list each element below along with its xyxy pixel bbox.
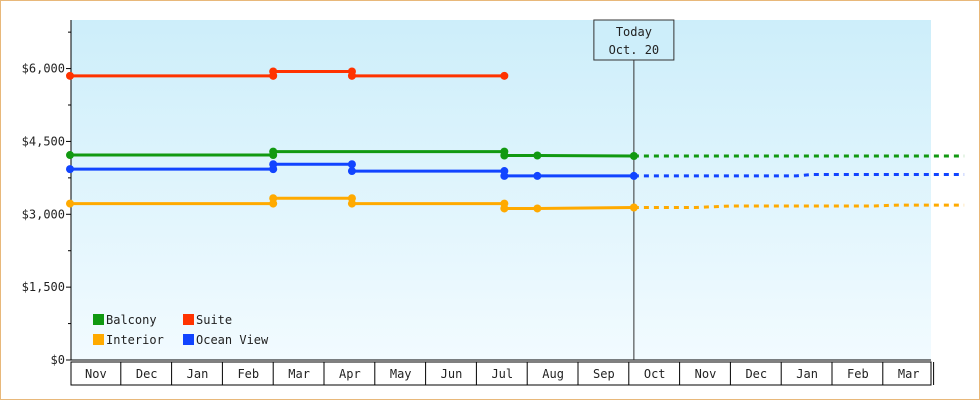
data-point-suite: [347, 71, 356, 80]
data-point-balcony: [533, 151, 542, 160]
y-tick-label: $1,500: [22, 280, 65, 294]
today-label: Today: [616, 25, 652, 39]
x-tick-label: Oct: [644, 367, 666, 381]
x-tick-label: Nov: [85, 367, 107, 381]
x-tick-label: Dec: [745, 367, 767, 381]
today-date: Oct. 20: [609, 43, 660, 57]
data-point-balcony: [500, 151, 509, 160]
legend-swatch-ocean-view: [183, 334, 194, 345]
x-tick-label: Feb: [237, 367, 259, 381]
data-point-ocean-view: [269, 160, 278, 169]
legend-swatch-suite: [183, 314, 194, 325]
series-layer: [66, 67, 965, 213]
y-tick-label: $3,000: [22, 207, 65, 221]
legend-label-balcony: Balcony: [106, 313, 157, 327]
data-point-ocean-view: [347, 160, 356, 169]
data-point-interior: [629, 203, 638, 212]
today-box: [593, 19, 675, 61]
series-line-suite: [70, 70, 505, 78]
data-point-balcony: [269, 147, 278, 156]
x-tick-label: Jan: [796, 367, 818, 381]
data-point-ocean-view: [500, 171, 509, 180]
x-tick-label: Mar: [288, 367, 310, 381]
x-tick-label: Feb: [847, 367, 869, 381]
data-point-interior: [269, 194, 278, 203]
x-tick-label: Jan: [187, 367, 209, 381]
data-point-suite: [66, 71, 74, 80]
y-tick-label: $6,000: [22, 62, 65, 76]
data-point-suite: [269, 67, 278, 76]
x-tick-label: Sep: [593, 367, 615, 381]
data-point-suite: [500, 71, 509, 80]
x-tick-label: Jun: [441, 367, 463, 381]
legend-label-interior: Interior: [106, 333, 164, 347]
series-ocean-view: [66, 160, 965, 180]
series-interior: [66, 194, 965, 213]
legend-swatch-balcony: [93, 314, 104, 325]
y-axis: $0 $1,500 $3,000 $4,500 $6,000: [22, 20, 72, 367]
series-suite: [66, 67, 509, 80]
data-point-interior: [347, 199, 356, 208]
data-point-balcony: [629, 152, 638, 160]
x-tick-label: May: [390, 367, 412, 381]
data-point-ocean-view: [66, 165, 74, 174]
x-tick-label: Dec: [136, 367, 158, 381]
x-tick-label: Jul: [491, 367, 513, 381]
x-tick-label: Apr: [339, 367, 361, 381]
data-point-ocean-view: [533, 171, 542, 180]
legend-swatch-interior: [93, 334, 104, 345]
today-annotation: Today Oct. 20: [593, 19, 675, 360]
data-point-ocean-view: [347, 167, 356, 176]
x-axis-band: [70, 361, 932, 386]
x-axis: Nov Dec Jan Feb Mar Apr May Jun Jul Aug Sep Oct Nov D…: [70, 359, 935, 386]
data-point-ocean-view: [629, 171, 638, 180]
data-point-interior: [500, 204, 509, 213]
forecast-line-ocean-view: [633, 173, 965, 178]
forecast-line-interior: [633, 203, 965, 209]
legend-label-suite: Suite: [196, 313, 232, 327]
x-tick-label: Mar: [898, 367, 920, 381]
legend-label-ocean-view: Ocean View: [196, 333, 269, 347]
y-tick-label: $0: [51, 353, 65, 367]
x-tick-label: Nov: [695, 367, 717, 381]
data-point-interior: [533, 204, 542, 213]
legend: Balcony Suite Interior Ocean View: [93, 313, 269, 347]
y-tick-label: $4,500: [22, 134, 65, 148]
series-balcony: [66, 147, 965, 160]
data-point-balcony: [66, 151, 74, 160]
data-point-interior: [66, 199, 74, 208]
x-tick-label: Aug: [542, 367, 564, 381]
plot-background: [71, 20, 931, 360]
